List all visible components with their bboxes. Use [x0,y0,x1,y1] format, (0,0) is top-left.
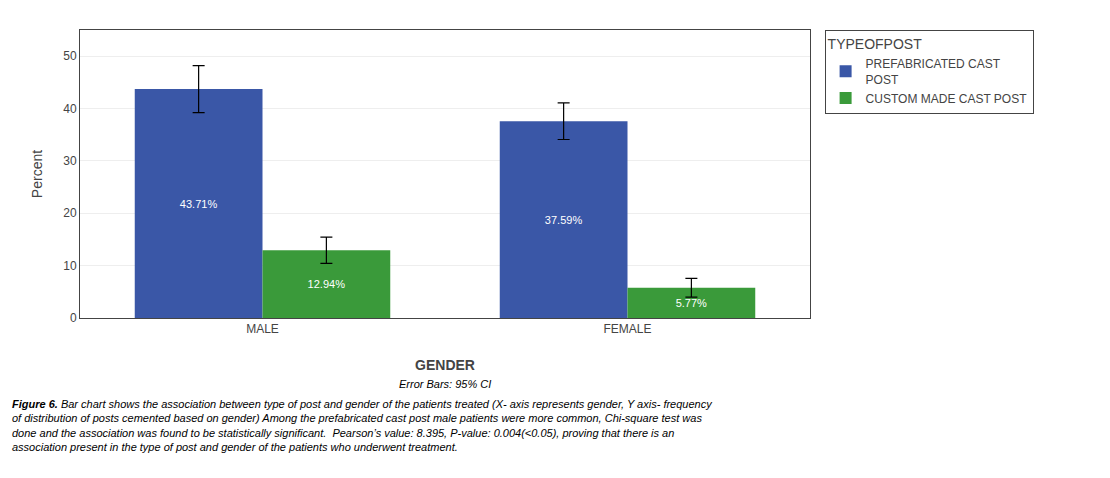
svg-text:37.59%: 37.59% [545,214,583,226]
svg-text:TYPEOFPOST: TYPEOFPOST [828,36,923,52]
svg-text:Error Bars: 95% CI: Error Bars: 95% CI [399,378,491,390]
svg-text:50: 50 [63,49,77,63]
svg-text:GENDER: GENDER [415,357,475,373]
svg-text:CUSTOM MADE CAST POST: CUSTOM MADE CAST POST [866,92,1028,106]
svg-text:40: 40 [63,102,77,116]
svg-text:10: 10 [63,259,77,273]
svg-text:30: 30 [63,154,77,168]
svg-text:MALE: MALE [246,322,279,336]
svg-text:20: 20 [63,206,77,220]
svg-text:12.94%: 12.94% [308,278,346,290]
svg-text:5.77%: 5.77% [676,297,707,309]
svg-text:FEMALE: FEMALE [603,322,651,336]
svg-text:PREFABRICATED CASTPOST: PREFABRICATED CASTPOST [866,57,1001,87]
svg-text:Figure 6. Bar chart shows the: Figure 6. Bar chart shows the associatio… [12,398,713,453]
svg-text:0: 0 [70,311,77,325]
svg-text:43.71%: 43.71% [180,198,218,210]
svg-text:Percent: Percent [29,150,45,198]
